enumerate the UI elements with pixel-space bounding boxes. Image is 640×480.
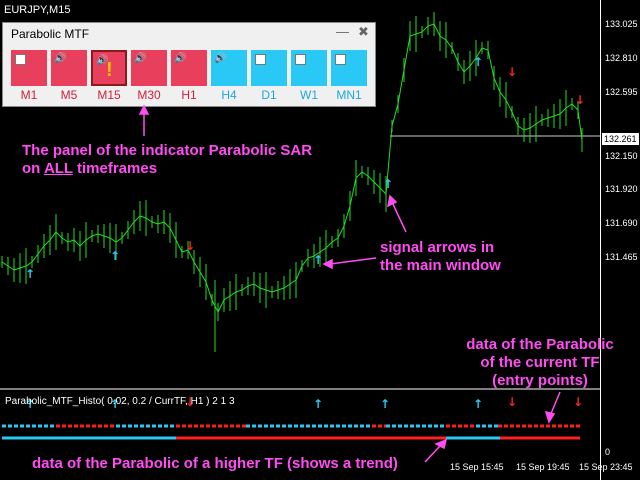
pointer-signal-b-head <box>322 258 333 270</box>
up-arrow-icon: ↑ <box>110 397 120 411</box>
alert-icon: ! <box>106 59 113 81</box>
pointer-signal-a <box>391 201 407 233</box>
price-tick: 132.595 <box>605 87 638 97</box>
pointer-higher-tf <box>424 445 441 463</box>
pointer-current-tf <box>549 391 561 417</box>
pointer-higher-tf-head <box>434 438 448 450</box>
panel-title: Parabolic MTF <box>11 27 90 41</box>
up-arrow-icon: ↑ <box>313 253 323 267</box>
bar-ticks <box>1 12 583 352</box>
signal-arrows: ↑ ↑ ↓ ↑ ↑ ↑ ↓ ↓ ↑ ↑ ↓ ↑ ↑ ↑ ↓ ↓ <box>25 55 585 411</box>
down-arrow-icon: ↓ <box>507 395 517 409</box>
annotation-current-tf-line1: data of the Parabolic <box>466 336 614 353</box>
checkbox-icon[interactable] <box>295 54 306 65</box>
speaker-icon[interactable]: 🔊 <box>134 53 147 64</box>
tf-label-m30: M30 <box>137 88 161 102</box>
tf-button-h1[interactable]: 🔊 <box>171 50 207 86</box>
annotation-panel-line2: on ALL timeframes <box>22 160 158 177</box>
annotation-signals: signal arrows in the main window <box>380 239 501 275</box>
parabolic-mtf-panel[interactable]: Parabolic MTF — ✖ M1 🔊 M5 🔊! M15 🔊 M30 🔊 H1 🔊 H4 D1… <box>2 22 376 107</box>
tf-label-m5: M5 <box>60 88 78 102</box>
up-arrow-icon: ↑ <box>25 397 35 411</box>
indicator-label: Parabolic_MTF_Histo( 0.02, 0.2 / CurrTF,… <box>5 396 235 407</box>
down-arrow-icon: ↓ <box>185 395 195 409</box>
price-tick: 132.810 <box>605 53 638 63</box>
tf-button-w1[interactable] <box>291 50 327 86</box>
tf-label-h1: H1 <box>181 88 197 102</box>
price-tick: 131.920 <box>605 184 638 194</box>
tf-button-m5[interactable]: 🔊 <box>51 50 87 86</box>
price-tick: 133.025 <box>605 19 638 29</box>
histogram-lines <box>2 424 580 440</box>
indicator-tick: 0 <box>605 447 611 457</box>
down-arrow-icon: ↓ <box>185 239 195 253</box>
time-tick: 15 Sep 15:45 <box>450 462 504 472</box>
tf-button-h4[interactable]: 🔊 <box>211 50 247 86</box>
tf-label-w1: W1 <box>300 88 318 102</box>
annotation-panel-line1: The panel of the indicator Parabolic SAR <box>22 142 313 159</box>
symbol-label: EURJPY,M15 <box>4 4 71 16</box>
tf-label-mn1: MN1 <box>336 88 362 102</box>
pointer-panel-head <box>138 104 150 115</box>
up-arrow-icon: ↑ <box>383 177 393 191</box>
minimize-icon[interactable]: — <box>336 24 349 39</box>
up-arrow-icon: ↑ <box>110 249 120 263</box>
price-axis: 133.025 132.810 132.595 132.261 132.150 … <box>600 0 640 480</box>
pointer-current-tf-head <box>544 410 556 424</box>
time-tick: 15 Sep 23:45 <box>579 462 633 472</box>
tf-label-d1: D1 <box>261 88 277 102</box>
down-arrow-icon: ↓ <box>573 395 583 409</box>
tf-button-m1[interactable] <box>11 50 47 86</box>
checkbox-icon[interactable] <box>335 54 346 65</box>
annotation-higher-tf: data of the Parabolic of a higher TF (sh… <box>32 455 398 472</box>
price-tick: 132.150 <box>605 151 638 161</box>
checkbox-icon[interactable] <box>15 54 26 65</box>
price-tick: 131.465 <box>605 252 638 262</box>
close-icon[interactable]: ✖ <box>358 24 369 39</box>
annotation-panel: The panel of the indicator Parabolic SAR… <box>22 142 312 178</box>
pointer-signal-a-head <box>386 194 398 208</box>
annotation-current-tf-line3: (entry points) <box>492 372 588 389</box>
annotation-current-tf: data of the Parabolic of the current TF … <box>460 336 620 390</box>
current-price-box: 132.261 <box>602 133 639 145</box>
tf-label-h4: H4 <box>221 88 237 102</box>
up-arrow-icon: ↑ <box>25 267 35 281</box>
down-arrow-icon: ↓ <box>507 65 517 79</box>
up-arrow-icon: ↑ <box>313 397 323 411</box>
tf-button-d1[interactable] <box>251 50 287 86</box>
time-tick: 15 Sep 19:45 <box>516 462 570 472</box>
checkbox-icon[interactable] <box>255 54 266 65</box>
speaker-icon[interactable]: 🔊 <box>54 53 67 64</box>
up-arrow-icon: ↑ <box>380 397 390 411</box>
speaker-icon[interactable]: 🔊 <box>174 53 187 64</box>
tf-label-m1: M1 <box>20 88 38 102</box>
annotation-signals-line2: the main window <box>380 257 501 274</box>
up-arrow-icon: ↑ <box>473 397 483 411</box>
pointer-signal-b <box>329 257 377 265</box>
speaker-icon[interactable]: 🔊 <box>96 55 109 66</box>
price-tick: 131.690 <box>605 218 638 228</box>
annotation-signals-line1: signal arrows in <box>380 239 495 256</box>
tf-button-m30[interactable]: 🔊 <box>131 50 167 86</box>
speaker-icon[interactable]: 🔊 <box>214 53 227 64</box>
tf-button-m15[interactable]: 🔊! <box>91 50 127 86</box>
down-arrow-icon: ↓ <box>575 93 585 107</box>
up-arrow-icon: ↑ <box>473 55 483 69</box>
annotation-current-tf-line2: of the current TF <box>480 354 600 371</box>
price-bars <box>1 23 583 314</box>
tf-button-mn1[interactable] <box>331 50 367 86</box>
tf-label-m15: M15 <box>97 88 121 102</box>
